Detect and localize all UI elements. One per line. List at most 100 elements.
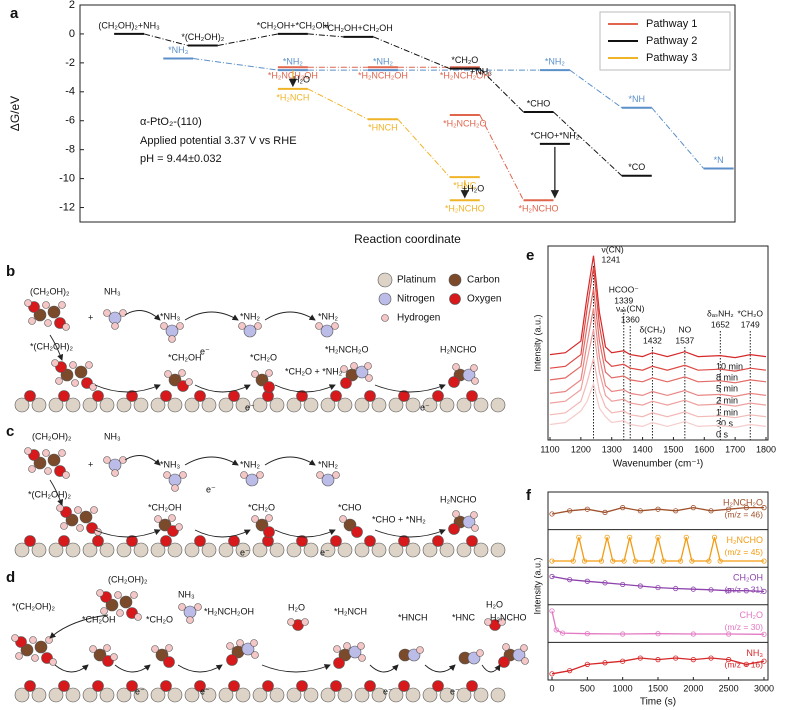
peak-position: 1537 [675,335,694,345]
x-tick-label: 1700 [725,444,745,454]
species-label: e⁻ [135,686,145,696]
species-label: *CH₂O [248,502,275,512]
level-connector [569,69,623,109]
atom [303,542,319,558]
species-label: e⁻ [240,547,250,557]
spectrum-label: 5 min [716,383,738,393]
panel-label: a [10,5,19,22]
atom [226,654,238,666]
x-axis-label: Time (s) [640,697,676,708]
legend-label: Pathway 2 [646,35,697,47]
atom [252,397,268,413]
annotation: +NH₃ [470,66,492,76]
species-label: *NH₃ [160,311,181,321]
atom [331,322,339,330]
species-label: e⁻ [420,402,430,412]
atom [462,368,476,382]
atom [330,680,342,692]
atom [337,542,353,558]
signal-point [570,558,576,564]
atom [337,687,353,703]
spectrum [549,307,767,398]
signal-mz: (m/z = 31) [725,584,764,594]
atom [111,469,119,477]
panel-label: b [6,263,15,280]
level-label: *H₂NCH₂OH [358,71,408,81]
level-label: *HNCH [368,123,398,133]
atom [452,510,460,518]
signal-point [655,506,661,512]
level-label: *H₂NCHO [519,204,559,214]
signal-point [743,661,749,667]
atom [330,535,342,547]
signal-point [673,508,679,514]
atom [154,515,162,523]
reaction-arrow [54,664,89,673]
atom [114,591,122,599]
atom [116,397,132,413]
atom [14,687,30,703]
species-label: + [88,459,93,469]
species-label: *NH₂ [318,459,339,469]
atom-legend-label: Oxygen [467,294,501,305]
signal-point [661,558,667,564]
signal-point [567,668,573,674]
level-connector [397,118,451,178]
x-tick-label: 1200 [571,444,591,454]
atom [55,377,63,385]
signal-point [576,534,582,540]
atom [333,645,341,653]
atom [416,646,424,654]
y-axis-label: Intensity (a.u.) [532,314,542,371]
species-label: *NH₂ [240,459,261,469]
spectrum-label: 30 s [716,418,734,428]
species-label: NH₃ [104,286,121,296]
atom [466,390,478,402]
species-label: *CHO [338,502,362,512]
atom [20,643,34,657]
y-tick-label: -10 [59,173,75,185]
level-label: *NH₂ [545,56,566,66]
level-connector [553,111,623,177]
panel-label: e [526,247,534,264]
atom [354,542,370,558]
species-label: *CH₂O + *NH₂ [285,366,343,376]
atom [432,535,444,547]
species-label: H₂O [486,599,503,609]
atom [343,642,351,650]
atom [388,687,404,703]
signal-point [581,558,588,564]
reaction-arrow [264,456,316,466]
atom [502,643,510,651]
atom [99,397,115,413]
atom-legend-label: Hydrogen [397,313,440,324]
level-label: *NH [628,94,645,104]
species-label: *CH₂O [250,352,277,362]
atom [150,542,166,558]
signal-point [627,534,633,540]
atom [512,648,526,662]
y-tick-label: -4 [65,86,75,98]
atom [371,687,387,703]
y-tick-label: 0 [69,28,75,40]
level-label: *CH₂OH+*CH₂OH [257,20,329,30]
atom [351,526,363,538]
atom [439,687,455,703]
atom [218,687,234,703]
signal-point [649,558,655,564]
atom [24,299,32,307]
atom [119,456,127,464]
atom [405,687,421,703]
species-label: H₂NCHO [490,612,527,622]
atom [256,471,264,479]
atom [245,473,259,487]
signal-point [726,631,732,637]
atom-legend-label: Carbon [467,275,500,286]
atom [99,542,115,558]
atom [160,322,168,330]
atom [470,511,478,519]
atom [31,687,47,703]
signal-point [602,509,608,515]
signal-point [761,588,767,594]
atom [58,301,66,309]
